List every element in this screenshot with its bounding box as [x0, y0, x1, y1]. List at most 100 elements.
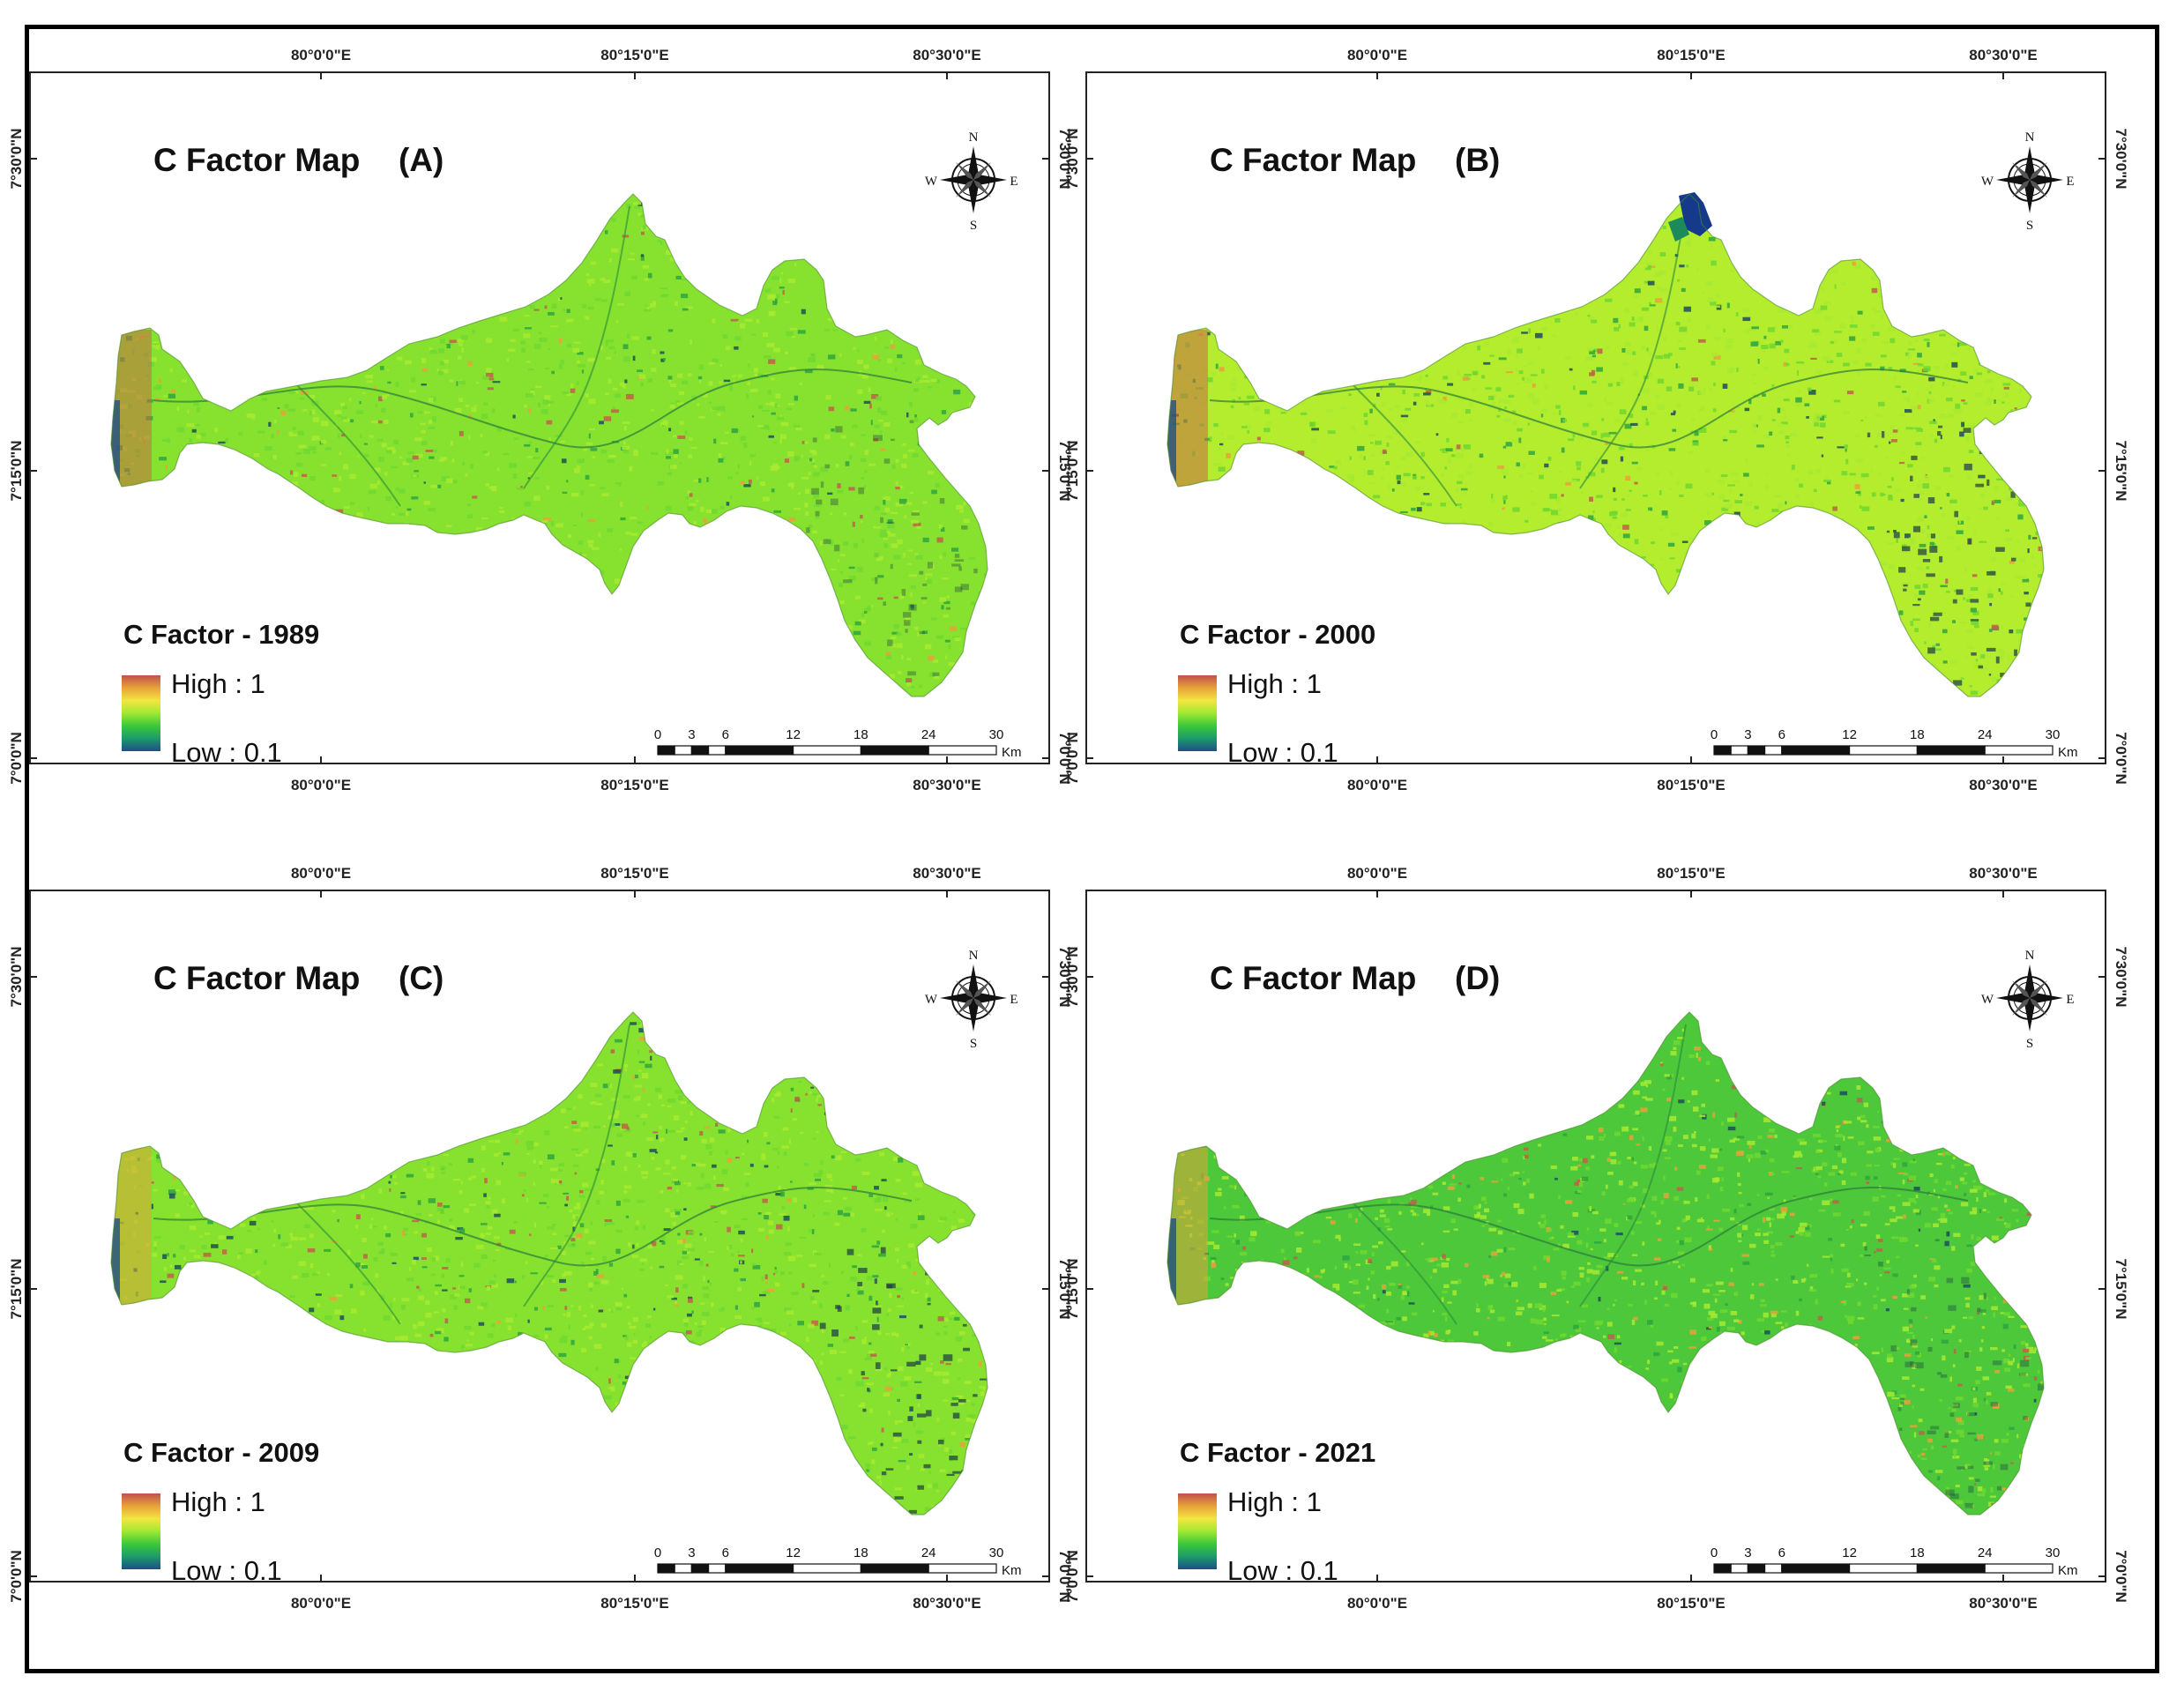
left-latitude-label: 7°0'0"N	[1064, 1550, 1081, 1603]
scale-tick-label: 3	[688, 727, 695, 742]
scale-tick-label: 18	[853, 727, 868, 742]
top-longitude-label: 80°15'0"E	[1657, 47, 1726, 63]
panel-letter: (C)	[399, 960, 444, 996]
top-longitude-label: 80°30'0"E	[1969, 865, 2038, 882]
scale-tick-label: 0	[1711, 1545, 1718, 1560]
left-latitude-label: 7°0'0"N	[1064, 732, 1081, 785]
scale-tick-label: 3	[688, 1545, 695, 1560]
legend-high-label: High : 1	[1227, 1486, 1322, 1517]
bottom-longitude-label: 80°15'0"E	[600, 1595, 669, 1612]
bottom-longitude-label: 80°0'0"E	[291, 777, 351, 793]
top-longitude-label: 80°30'0"E	[1969, 47, 2038, 63]
top-longitude-label: 80°15'0"E	[600, 47, 669, 63]
map-title: C Factor Map	[153, 960, 360, 996]
top-longitude-label: 80°0'0"E	[1347, 865, 1407, 882]
legend-low-label: Low : 0.1	[1227, 1555, 1338, 1586]
scale-tick-label: 24	[1978, 1545, 1993, 1560]
legend-high-label: High : 1	[1227, 668, 1322, 699]
right-latitude-label: 7°15'0"N	[1056, 1259, 1073, 1320]
left-latitude-label: 7°30'0"N	[1064, 947, 1081, 1008]
legend-low-label: Low : 0.1	[1227, 737, 1338, 768]
scale-tick-label: 18	[853, 1545, 868, 1560]
scale-tick-label: 30	[989, 727, 1004, 742]
scale-unit-label: Km	[1002, 1563, 1022, 1578]
compass-s: S	[970, 219, 977, 233]
map-svg: 80°0'0"E 80°0'0"E 80°15'0"E 80°15'0"E 80°30'…	[1064, 47, 2129, 793]
map-title: C Factor Map	[1210, 960, 1416, 996]
basin-region	[110, 1011, 988, 1516]
left-latitude-label: 7°0'0"N	[8, 1550, 25, 1603]
right-latitude-label: 7°15'0"N	[1056, 441, 1073, 502]
legend-color-ramp	[1178, 675, 1217, 751]
scale-tick-label: 18	[1910, 727, 1925, 742]
bottom-longitude-label: 80°15'0"E	[1657, 777, 1726, 793]
legend-color-ramp	[122, 675, 160, 751]
bottom-longitude-label: 80°30'0"E	[913, 1595, 981, 1612]
river-line	[153, 1187, 913, 1267]
scale-tick-label: 6	[722, 1545, 729, 1560]
scale-tick-label: 0	[654, 727, 661, 742]
basin-region	[1167, 1011, 2045, 1516]
top-longitude-label: 80°30'0"E	[913, 865, 981, 882]
top-longitude-label: 80°0'0"E	[291, 865, 351, 882]
panel-letter: (D)	[1455, 960, 1500, 996]
scale-tick-label: 12	[1842, 727, 1857, 742]
left-latitude-label: 7°30'0"N	[1064, 129, 1081, 190]
basin-region	[110, 193, 988, 697]
north-arrow-icon: N S E W	[925, 130, 1018, 233]
river-line	[1209, 369, 1969, 449]
legend-color-ramp	[122, 1493, 160, 1569]
compass-n: N	[2025, 130, 2035, 145]
scale-unit-label: Km	[2058, 1563, 2078, 1578]
legend-low-label: Low : 0.1	[171, 737, 282, 768]
panel-letter: (A)	[399, 142, 444, 178]
scale-tick-label: 30	[2046, 1545, 2061, 1560]
right-latitude-label: 7°30'0"N	[2113, 947, 2129, 1008]
right-latitude-label: 7°30'0"N	[1056, 947, 1073, 1008]
top-longitude-label: 80°15'0"E	[600, 865, 669, 882]
map-svg: 80°0'0"E 80°0'0"E 80°15'0"E 80°15'0"E 80°30'…	[8, 47, 1073, 793]
map-title: C Factor Map	[1210, 142, 1416, 178]
top-longitude-label: 80°0'0"E	[1347, 47, 1407, 63]
bottom-longitude-label: 80°15'0"E	[1657, 1595, 1726, 1612]
scale-tick-label: 12	[786, 727, 801, 742]
bottom-longitude-label: 80°0'0"E	[291, 1595, 351, 1612]
top-longitude-label: 80°15'0"E	[1657, 865, 1726, 882]
compass-w: W	[1981, 993, 1994, 1007]
scale-bar: 0 3 6 12 18 24 30 Km	[1711, 727, 2078, 760]
right-latitude-label: 7°0'0"N	[2113, 732, 2129, 785]
legend-color-ramp	[1178, 1493, 1217, 1569]
compass-e: E	[2066, 993, 2074, 1007]
legend-high-label: High : 1	[171, 668, 265, 699]
compass-s: S	[2026, 1037, 2033, 1051]
left-latitude-label: 7°15'0"N	[8, 441, 25, 502]
scale-tick-label: 0	[654, 1545, 661, 1560]
scale-tick-label: 24	[921, 727, 936, 742]
scale-tick-label: 18	[1910, 1545, 1925, 1560]
legend-title: C Factor - 2000	[1180, 619, 1375, 650]
compass-n: N	[969, 949, 979, 963]
compass-n: N	[969, 130, 979, 145]
right-latitude-label: 7°0'0"N	[1056, 1550, 1073, 1603]
bottom-longitude-label: 80°30'0"E	[913, 777, 981, 793]
compass-n: N	[2025, 949, 2035, 963]
river-line	[1209, 1187, 1969, 1267]
left-latitude-label: 7°15'0"N	[1064, 1259, 1081, 1320]
right-latitude-label: 7°15'0"N	[2113, 441, 2129, 502]
river-line	[153, 369, 913, 449]
map-svg: 80°0'0"E 80°0'0"E 80°15'0"E 80°15'0"E 80°30'…	[8, 865, 1073, 1612]
right-latitude-label: 7°30'0"N	[2113, 129, 2129, 190]
left-latitude-label: 7°30'0"N	[8, 947, 25, 1008]
right-latitude-label: 7°0'0"N	[1056, 732, 1073, 785]
north-arrow-icon: N S E W	[925, 949, 1018, 1051]
bottom-longitude-label: 80°30'0"E	[1969, 777, 2038, 793]
scale-bar: 0 3 6 12 18 24 30 Km	[654, 1545, 1022, 1578]
right-latitude-label: 7°15'0"N	[2113, 1259, 2129, 1320]
top-longitude-label: 80°0'0"E	[291, 47, 351, 63]
legend-title: C Factor - 2009	[123, 1437, 319, 1468]
scale-tick-label: 3	[1744, 727, 1751, 742]
right-latitude-label: 7°0'0"N	[2113, 1550, 2129, 1603]
bottom-longitude-label: 80°0'0"E	[1347, 1595, 1407, 1612]
north-arrow-icon: N S E W	[1981, 949, 2075, 1051]
scale-tick-label: 30	[989, 1545, 1004, 1560]
